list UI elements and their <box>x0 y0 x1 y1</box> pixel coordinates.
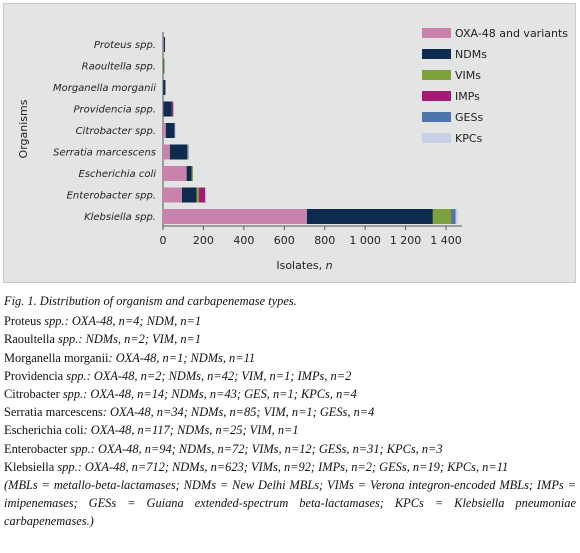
caption-suffix: : <box>83 423 91 438</box>
caption-organism: Escherichia coli <box>4 423 84 438</box>
caption-suffix: spp.: <box>54 332 86 347</box>
caption-suffix: spp.: <box>54 459 85 474</box>
bar-segment <box>174 123 176 138</box>
caption-detail: OXA-48, n=117; NDMs, n=25; VIM, n=1 <box>90 423 299 438</box>
bar-segment <box>455 209 458 224</box>
caption-organism: Klebsiella <box>4 459 55 474</box>
category-label: Citrobacter spp. <box>76 126 156 137</box>
x-axis-title: Isolates, n <box>276 259 332 272</box>
category-label: Providencia spp. <box>74 105 156 116</box>
bar-segment <box>186 166 192 181</box>
caption-detail: OXA-48, n=14; NDMs, n=43; GES, n=1; KPCs… <box>90 387 357 402</box>
caption-organism: Morganella morganii <box>4 350 109 365</box>
caption-detail: OXA-48, n=2; NDMs, n=42; VIM, n=1; IMPs,… <box>93 368 352 383</box>
category-label: Serratia marcescens <box>53 148 156 159</box>
caption-rows: Proteus spp.: OXA-48, n=4; NDM, n=1 Raoul… <box>4 312 576 476</box>
legend-swatch <box>422 70 451 80</box>
x-tick-label: 200 <box>193 234 214 247</box>
caption-row: Escherichia coli: OXA-48, n=117; NDMs, n… <box>4 421 576 439</box>
bar-segment <box>172 101 174 117</box>
caption-detail: OXA-48, n=712; NDMs, n=623; VIMs, n=92; … <box>84 459 509 474</box>
caption-row: Klebsiella spp.: OXA-48, n=712; NDMs, n=… <box>4 458 576 476</box>
y-axis-title: Organisms <box>17 99 30 158</box>
caption-row: Citrobacter spp.: OXA-48, n=14; NDMs, n=… <box>4 385 576 403</box>
caption-organism: Raoultella <box>4 332 55 347</box>
x-tick-label: 1 200 <box>390 234 422 247</box>
bar-segment <box>196 187 199 203</box>
legend-label: KPCs <box>455 132 483 145</box>
category-label: Klebsiella spp. <box>84 212 156 223</box>
bar-segment <box>163 80 166 95</box>
bar-segment <box>163 58 165 74</box>
caption-row: Proteus spp.: OXA-48, n=4; NDM, n=1 <box>4 312 576 330</box>
bar-segment <box>163 209 307 224</box>
bar-segment <box>169 144 188 160</box>
caption-title: Fig. 1. Distribution of organism and car… <box>4 294 297 308</box>
caption-detail: OXA-48, n=4; NDM, n=1 <box>71 314 202 329</box>
bar-segment <box>165 123 175 138</box>
legend-swatch <box>422 133 451 143</box>
caption-detail: OXA-48, n=94; NDMs, n=72; VIMs, n=12; GE… <box>97 441 443 456</box>
caption-suffix: spp.: <box>63 368 94 383</box>
legend-label: IMPs <box>455 90 480 103</box>
bar-segment <box>191 166 193 181</box>
caption-suffix: spp.: <box>59 387 91 402</box>
category-label: Enterobacter spp. <box>67 191 156 202</box>
x-tick-label: 1 000 <box>349 234 381 247</box>
caption-detail: NDMs, n=2; VIM, n=1 <box>85 332 202 347</box>
caption-organism: Citrobacter <box>4 387 60 402</box>
caption-row: Enterobacter spp.: OXA-48, n=94; NDMs, n… <box>4 440 576 458</box>
category-label: Proteus spp. <box>94 40 156 51</box>
caption-note: (MBLs = metallo-beta-lactamases; NDMs = … <box>4 478 576 529</box>
figure-caption: Fig. 1. Distribution of organism and car… <box>4 292 576 531</box>
bar-segment <box>205 187 207 203</box>
x-tick-label: 0 <box>160 234 167 247</box>
bar-segment <box>182 187 197 203</box>
bar-segment <box>432 209 452 224</box>
bar-segment <box>163 37 166 52</box>
legend-swatch <box>422 112 451 122</box>
legend-label: OXA-48 and variants <box>455 27 568 40</box>
bar-segment <box>163 37 165 52</box>
bar-segment <box>187 144 189 160</box>
legend-label: NDMs <box>455 48 487 61</box>
caption-organism: Proteus <box>4 314 42 329</box>
caption-row: Providencia spp.: OXA-48, n=2; NDMs, n=4… <box>4 367 576 385</box>
caption-suffix: spp.: <box>67 441 98 456</box>
category-label: Escherichia coli <box>79 169 157 180</box>
bar-segment <box>163 166 187 181</box>
caption-organism: Serratia marcescens <box>4 405 103 420</box>
caption-row: Raoultella spp.: NDMs, n=2; VIM, n=1 <box>4 330 576 348</box>
caption-organism: Providencia <box>4 368 64 383</box>
bar-segment <box>451 209 456 224</box>
x-tick-label: 600 <box>274 234 295 247</box>
category-label: Morganella morganii <box>53 83 156 94</box>
bar-segment <box>163 123 166 138</box>
caption-detail: OXA-48, n=1; NDMs, n=11 <box>115 350 256 365</box>
bar-segment <box>163 187 183 203</box>
bar-segment <box>198 187 206 203</box>
bar-segment <box>306 209 433 224</box>
caption-detail: OXA-48, n=34; NDMs, n=85; VIM, n=1; GESs… <box>109 405 375 420</box>
legend-swatch <box>422 28 451 38</box>
x-tick-label: 400 <box>233 234 254 247</box>
chart-panel: 0 200 400 600 800 1 000 1 200 1 400 Proteus spp.… <box>3 3 576 283</box>
legend-swatch <box>422 91 451 101</box>
legend-label: GESs <box>455 111 483 124</box>
x-tick-label: 1 400 <box>430 234 462 247</box>
caption-organism: Enterobacter <box>4 441 68 456</box>
caption-suffix: : <box>108 350 116 365</box>
caption-suffix: spp.: <box>41 314 72 329</box>
caption-suffix: : <box>102 405 110 420</box>
stacked-bar-chart: 0 200 400 600 800 1 000 1 200 1 400 Proteus spp.… <box>17 27 568 272</box>
bar-segment <box>163 101 172 117</box>
bar-segment <box>163 144 170 160</box>
caption-row: Serratia marcescens: OXA-48, n=34; NDMs,… <box>4 403 576 421</box>
category-label: Raoultella spp. <box>82 62 156 73</box>
legend-label: VIMs <box>455 69 481 82</box>
caption-row: Morganella morganii: OXA-48, n=1; NDMs, … <box>4 349 576 367</box>
x-tick-label: 800 <box>314 234 335 247</box>
legend-swatch <box>422 49 451 59</box>
